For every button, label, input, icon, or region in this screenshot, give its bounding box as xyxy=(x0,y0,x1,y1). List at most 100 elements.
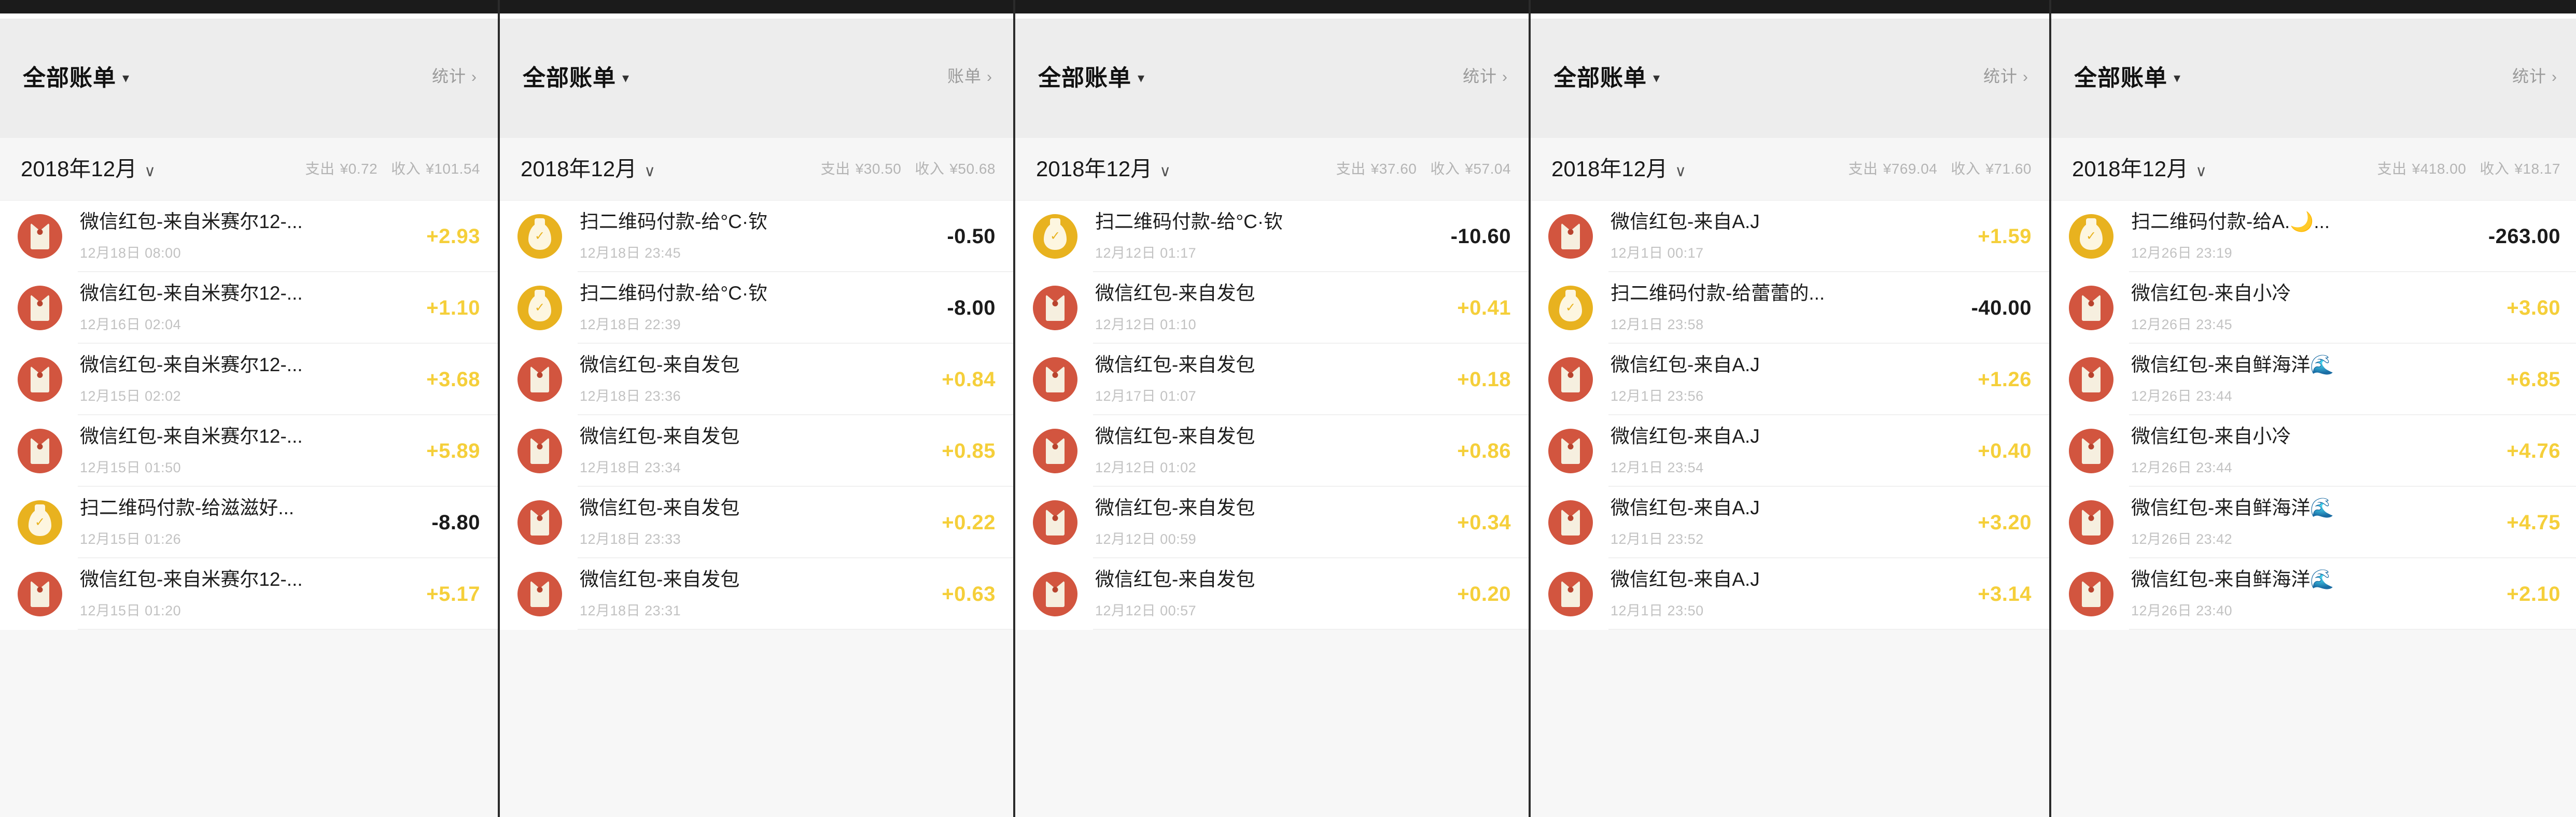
month-selector[interactable]: 2018年12月 ∨ xyxy=(521,151,655,183)
statistics-link[interactable]: 统计 › xyxy=(2512,63,2557,87)
transaction-amount: +3.14 xyxy=(1978,582,2032,605)
chevron-down-icon: ▾ xyxy=(1653,70,1661,86)
transaction-info: 微信红包-来自A.J 12月1日 23:54 xyxy=(1593,426,1978,476)
month-totals: 支出 ¥0.72 收入 ¥101.54 xyxy=(305,158,480,178)
transaction-row[interactable]: 微信红包-来自小冷 12月26日 23:44 +4.76 xyxy=(2051,415,2576,487)
income-value: ¥50.68 xyxy=(949,161,996,177)
transaction-info: 微信红包-来自A.J 12月1日 23:50 xyxy=(1593,569,1978,619)
bill-filter-dropdown[interactable]: 全部账单 ▾ xyxy=(523,59,629,92)
transaction-row[interactable]: 微信红包-来自A.J 12月1日 23:52 +3.20 xyxy=(1531,487,2049,558)
transaction-row[interactable]: 扫二维码付款-给滋滋好... 12月15日 01:26 -8.80 xyxy=(0,487,498,558)
transaction-amount: -0.50 xyxy=(947,224,996,248)
transaction-title: 扫二维码付款-给蕾蕾的... xyxy=(1611,283,1825,304)
nav-bar: 全部账单 ▾ 统计 › xyxy=(0,19,498,138)
transaction-title: 扫二维码付款-给°C·钦 xyxy=(580,283,768,304)
expense-value: ¥30.50 xyxy=(855,161,902,177)
transaction-row[interactable]: 微信红包-来自发包 12月12日 00:59 +0.34 xyxy=(1015,487,1529,558)
transaction-list: 微信红包-来自米赛尔12-... 12月18日 08:00 +2.93 微信红包-来自… xyxy=(0,201,498,630)
income-value: ¥57.04 xyxy=(1465,161,1511,177)
transaction-info: 微信红包-来自发包 12月17日 01:07 xyxy=(1077,354,1457,405)
transaction-amount: +0.41 xyxy=(1457,296,1511,319)
transaction-amount: +0.86 xyxy=(1457,439,1511,462)
transaction-amount: +2.10 xyxy=(2507,582,2560,605)
transaction-row[interactable]: 扫二维码付款-给A.🌙... 12月26日 23:19 -263.00 xyxy=(2051,201,2576,272)
bill-filter-dropdown[interactable]: 全部账单 ▾ xyxy=(2074,59,2181,92)
transaction-row[interactable]: 微信红包-来自发包 12月18日 23:34 +0.85 xyxy=(500,415,1013,487)
red-packet-icon xyxy=(18,214,62,259)
month-selector[interactable]: 2018年12月 ∨ xyxy=(1551,151,1686,183)
red-packet-icon xyxy=(18,286,62,330)
transaction-row[interactable]: 扫二维码付款-给蕾蕾的... 12月1日 23:58 -40.00 xyxy=(1531,272,2049,344)
bill-filter-label: 全部账单 xyxy=(1553,65,1647,91)
transaction-row[interactable]: 微信红包-来自发包 12月17日 01:07 +0.18 xyxy=(1015,344,1529,415)
red-packet-icon xyxy=(1033,429,1077,473)
transaction-row[interactable]: 微信红包-来自小冷 12月26日 23:45 +3.60 xyxy=(2051,272,2576,344)
transaction-date: 12月12日 01:17 xyxy=(1095,245,1197,261)
transaction-row[interactable]: 微信红包-来自米赛尔12-... 12月16日 02:04 +1.10 xyxy=(0,272,498,344)
transaction-date: 12月15日 01:26 xyxy=(80,531,181,547)
transaction-amount: +1.10 xyxy=(426,296,480,319)
transaction-row[interactable]: 微信红包-来自发包 12月12日 00:57 +0.20 xyxy=(1015,558,1529,630)
transaction-amount: -8.00 xyxy=(947,296,996,319)
red-packet-icon xyxy=(1548,214,1593,259)
bill-filter-dropdown[interactable]: 全部账单 ▾ xyxy=(1553,59,1660,92)
chevron-right-icon: › xyxy=(471,68,477,86)
transaction-date: 12月1日 23:52 xyxy=(1611,531,1704,547)
transaction-row[interactable]: 微信红包-来自米赛尔12-... 12月15日 01:50 +5.89 xyxy=(0,415,498,487)
transaction-row[interactable]: 微信红包-来自A.J 12月1日 23:50 +3.14 xyxy=(1531,558,2049,630)
transaction-row[interactable]: 微信红包-来自米赛尔12-... 12月18日 08:00 +2.93 xyxy=(0,201,498,272)
month-selector[interactable]: 2018年12月 ∨ xyxy=(21,151,156,183)
chevron-down-icon: ∨ xyxy=(1675,163,1687,180)
transaction-row[interactable]: 微信红包-来自发包 12月12日 01:02 +0.86 xyxy=(1015,415,1529,487)
transaction-row[interactable]: 微信红包-来自米赛尔12-... 12月15日 02:02 +3.68 xyxy=(0,344,498,415)
red-packet-icon xyxy=(1033,572,1077,616)
transaction-row[interactable]: 微信红包-来自A.J 12月1日 00:17 +1.59 xyxy=(1531,201,2049,272)
transaction-amount: +4.75 xyxy=(2507,511,2560,534)
transaction-info: 扫二维码付款-给°C·钦 12月12日 01:17 xyxy=(1077,211,1451,262)
money-bag-glyph xyxy=(1559,294,1582,321)
qr-payment-icon xyxy=(517,286,562,330)
bill-filter-dropdown[interactable]: 全部账单 ▾ xyxy=(23,59,130,92)
transaction-date: 12月26日 23:44 xyxy=(2131,388,2233,404)
status-bar xyxy=(0,0,498,13)
transaction-list: 扫二维码付款-给A.🌙... 12月26日 23:19 -263.00 微信红包-来自… xyxy=(2051,201,2576,630)
transaction-row[interactable]: 微信红包-来自A.J 12月1日 23:54 +0.40 xyxy=(1531,415,2049,487)
transaction-date: 12月15日 01:50 xyxy=(80,459,181,475)
transaction-row[interactable]: 扫二维码付款-给°C·钦 12月12日 01:17 -10.60 xyxy=(1015,201,1529,272)
statistics-link[interactable]: 统计 › xyxy=(1983,63,2028,87)
transaction-list: 微信红包-来自A.J 12月1日 00:17 +1.59 扫二维码付款-给蕾蕾的...… xyxy=(1531,201,2049,630)
transaction-row[interactable]: 微信红包-来自发包 12月18日 23:33 +0.22 xyxy=(500,487,1013,558)
statistics-link[interactable]: 统计 › xyxy=(432,63,477,87)
transaction-row[interactable]: 微信红包-来自米赛尔12-... 12月15日 01:20 +5.17 xyxy=(0,558,498,630)
statistics-link[interactable]: 统计 › xyxy=(1463,63,1508,87)
transaction-row[interactable]: 扫二维码付款-给°C·钦 12月18日 22:39 -8.00 xyxy=(500,272,1013,344)
money-bag-glyph xyxy=(528,223,551,250)
transaction-row[interactable]: 微信红包-来自发包 12月12日 01:10 +0.41 xyxy=(1015,272,1529,344)
transaction-row[interactable]: 扫二维码付款-给°C·钦 12月18日 23:45 -0.50 xyxy=(500,201,1013,272)
transaction-date: 12月18日 23:31 xyxy=(580,602,681,618)
qr-payment-icon xyxy=(2069,214,2113,259)
income-value: ¥101.54 xyxy=(426,161,480,177)
transaction-amount: +5.17 xyxy=(426,582,480,605)
month-selector[interactable]: 2018年12月 ∨ xyxy=(2072,151,2207,183)
statistics-link[interactable]: 账单 › xyxy=(947,63,992,87)
transaction-row[interactable]: 微信红包-来自发包 12月18日 23:36 +0.84 xyxy=(500,344,1013,415)
bill-filter-dropdown[interactable]: 全部账单 ▾ xyxy=(1038,59,1145,92)
chevron-down-icon: ∨ xyxy=(144,163,156,180)
transaction-list: 扫二维码付款-给°C·钦 12月12日 01:17 -10.60 微信红包-来自发包 1… xyxy=(1015,201,1529,630)
month-summary-bar: 2018年12月 ∨ 支出 ¥30.50 收入 ¥50.68 xyxy=(500,138,1013,201)
transaction-row[interactable]: 微信红包-来自鲜海洋🌊 12月26日 23:44 +6.85 xyxy=(2051,344,2576,415)
transaction-date: 12月1日 23:54 xyxy=(1611,459,1704,475)
envelope-glyph xyxy=(1046,510,1065,536)
transaction-date: 12月26日 23:44 xyxy=(2131,459,2233,475)
transaction-row[interactable]: 微信红包-来自鲜海洋🌊 12月26日 23:42 +4.75 xyxy=(2051,487,2576,558)
transaction-row[interactable]: 微信红包-来自鲜海洋🌊 12月26日 23:40 +2.10 xyxy=(2051,558,2576,630)
transaction-info: 微信红包-来自鲜海洋🌊 12月26日 23:44 xyxy=(2113,354,2507,405)
month-totals: 支出 ¥769.04 收入 ¥71.60 xyxy=(1849,158,2032,178)
chevron-down-icon: ▾ xyxy=(622,70,630,86)
transaction-row[interactable]: 微信红包-来自发包 12月18日 23:31 +0.63 xyxy=(500,558,1013,630)
transaction-info: 微信红包-来自鲜海洋🌊 12月26日 23:40 xyxy=(2113,569,2507,619)
month-selector[interactable]: 2018年12月 ∨ xyxy=(1036,151,1171,183)
transaction-row[interactable]: 微信红包-来自A.J 12月1日 23:56 +1.26 xyxy=(1531,344,2049,415)
